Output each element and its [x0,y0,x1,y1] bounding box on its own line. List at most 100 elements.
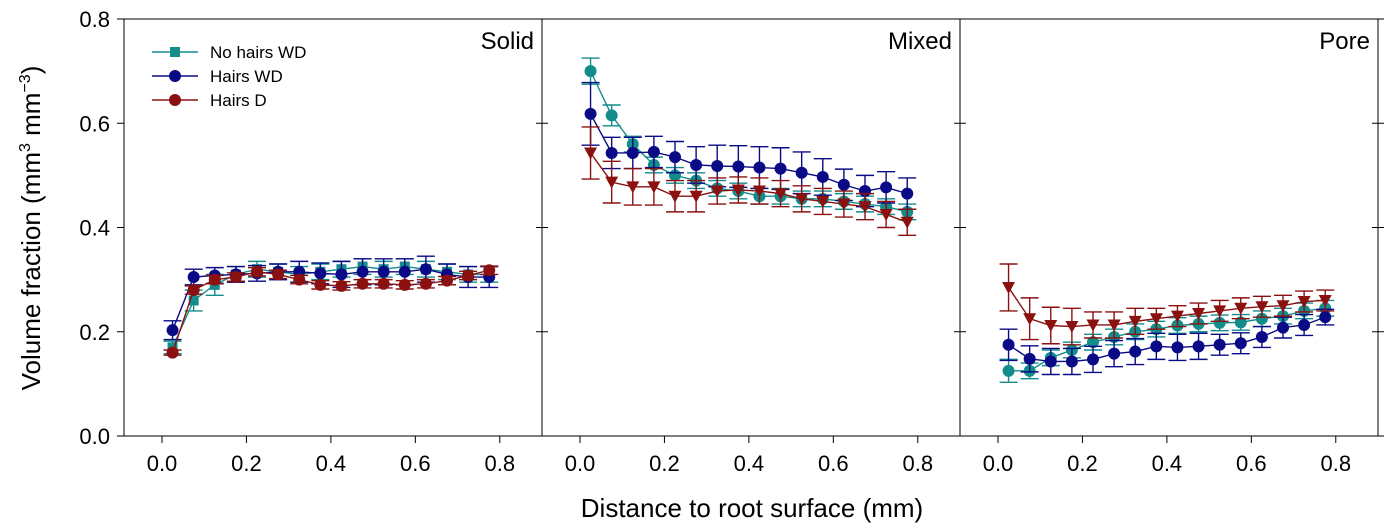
data-point [900,216,914,229]
data-point [1107,319,1121,332]
series-line [1007,287,1326,328]
data-point [377,265,390,278]
data-point [398,278,411,291]
data-point [1213,338,1226,351]
y-axis-title-mid: mm [16,93,46,144]
data-point [669,151,681,164]
data-point [1023,352,1036,365]
data-point [1044,355,1057,368]
data-point [753,161,766,174]
data-point [1255,312,1268,325]
data-point [229,271,242,284]
y-axis-title-main: Volume fraction (mm [16,152,46,390]
data-point [314,267,327,280]
data-point [1277,321,1289,334]
panel-mixed: 0.0 0.2 0.4 0.6 0.8 Mixed [536,18,961,476]
data-point [356,265,369,278]
data-point [356,277,369,290]
data-point [795,166,808,179]
data-point [208,273,221,286]
data-point [166,324,179,337]
data-point [187,284,200,297]
series-hairs-wd [581,81,917,210]
data-point [880,181,893,194]
legend-marker [169,70,181,82]
data-point [1234,302,1248,315]
series-line [589,113,908,195]
data-point [335,268,348,281]
series-line [1008,316,1326,363]
series-line [171,268,490,331]
data-point [584,65,597,78]
panel-title: Solid [481,28,534,55]
panel-frame [123,18,543,437]
data-point [605,176,619,189]
legend-marker [170,47,180,57]
data-point [419,263,432,276]
data-point [1298,318,1311,331]
data-point [1276,300,1290,313]
data-point [858,201,872,214]
series-line [1008,307,1326,372]
x-tick-label: 0.4 [316,451,347,476]
legend-marker [169,94,181,106]
series-hairs-wd [999,308,1335,376]
x-tick-label: 0.2 [231,451,262,476]
data-point [1002,338,1015,351]
y-tick-label: 0.4 [79,216,110,241]
data-point [1213,305,1227,318]
data-point [187,271,200,284]
svg-text:Volume fraction (mm3 mm−3): Volume fraction (mm3 mm−3) [16,66,46,391]
x-tick-label: 0.8 [1320,451,1351,476]
y-axis-title-exp1: 3 [17,143,34,152]
series-line [171,269,490,353]
data-point [377,277,390,290]
x-tick-label: 0.8 [902,451,933,476]
data-point [647,181,661,194]
data-point [1129,345,1142,358]
data-point [732,160,745,173]
data-point [1297,296,1311,309]
data-point [584,107,597,120]
data-point [1192,308,1206,321]
data-point [774,162,787,175]
x-tick-label: 0.6 [400,451,431,476]
panel-frame [541,18,961,437]
x-tick-label: 0.2 [649,451,680,476]
data-point [1002,364,1015,377]
x-tick-label: 0.4 [734,451,765,476]
series-hairs-d [163,264,499,359]
data-point [419,277,432,290]
y-tick-label: 0.0 [79,424,110,449]
data-point [816,170,829,183]
data-point [1023,313,1037,326]
x-axis-title: Distance to root surface (mm) [581,493,923,523]
data-point [441,274,453,287]
data-point [1192,340,1205,353]
data-point [314,278,327,291]
data-point [335,279,348,292]
data-point [1149,313,1163,326]
x-tick-label: 0.6 [1236,451,1267,476]
legend: No hairs WD Hairs WD Hairs D [152,43,306,110]
y-tick-label: 0.8 [79,7,110,32]
panels-group: 0.0 0.2 0.4 0.6 0.8 0.0 0.2 0.4 0.6 0.8 Solid No ha… [79,7,1384,476]
y-axis-title-end: ) [16,66,46,75]
data-point [1065,355,1078,368]
data-point [731,184,745,197]
data-point [752,185,766,198]
series-hairs-wd [163,255,499,341]
data-point [605,109,618,122]
series-hairs-d [999,263,1335,346]
data-point [462,269,475,282]
data-point [1171,341,1184,354]
data-point [774,188,788,201]
data-point [626,181,640,194]
data-point [1255,330,1268,343]
panel-title: Pore [1319,28,1370,55]
data-point [1255,301,1269,314]
data-point [1086,319,1100,332]
legend-label: Hairs WD [210,67,283,86]
